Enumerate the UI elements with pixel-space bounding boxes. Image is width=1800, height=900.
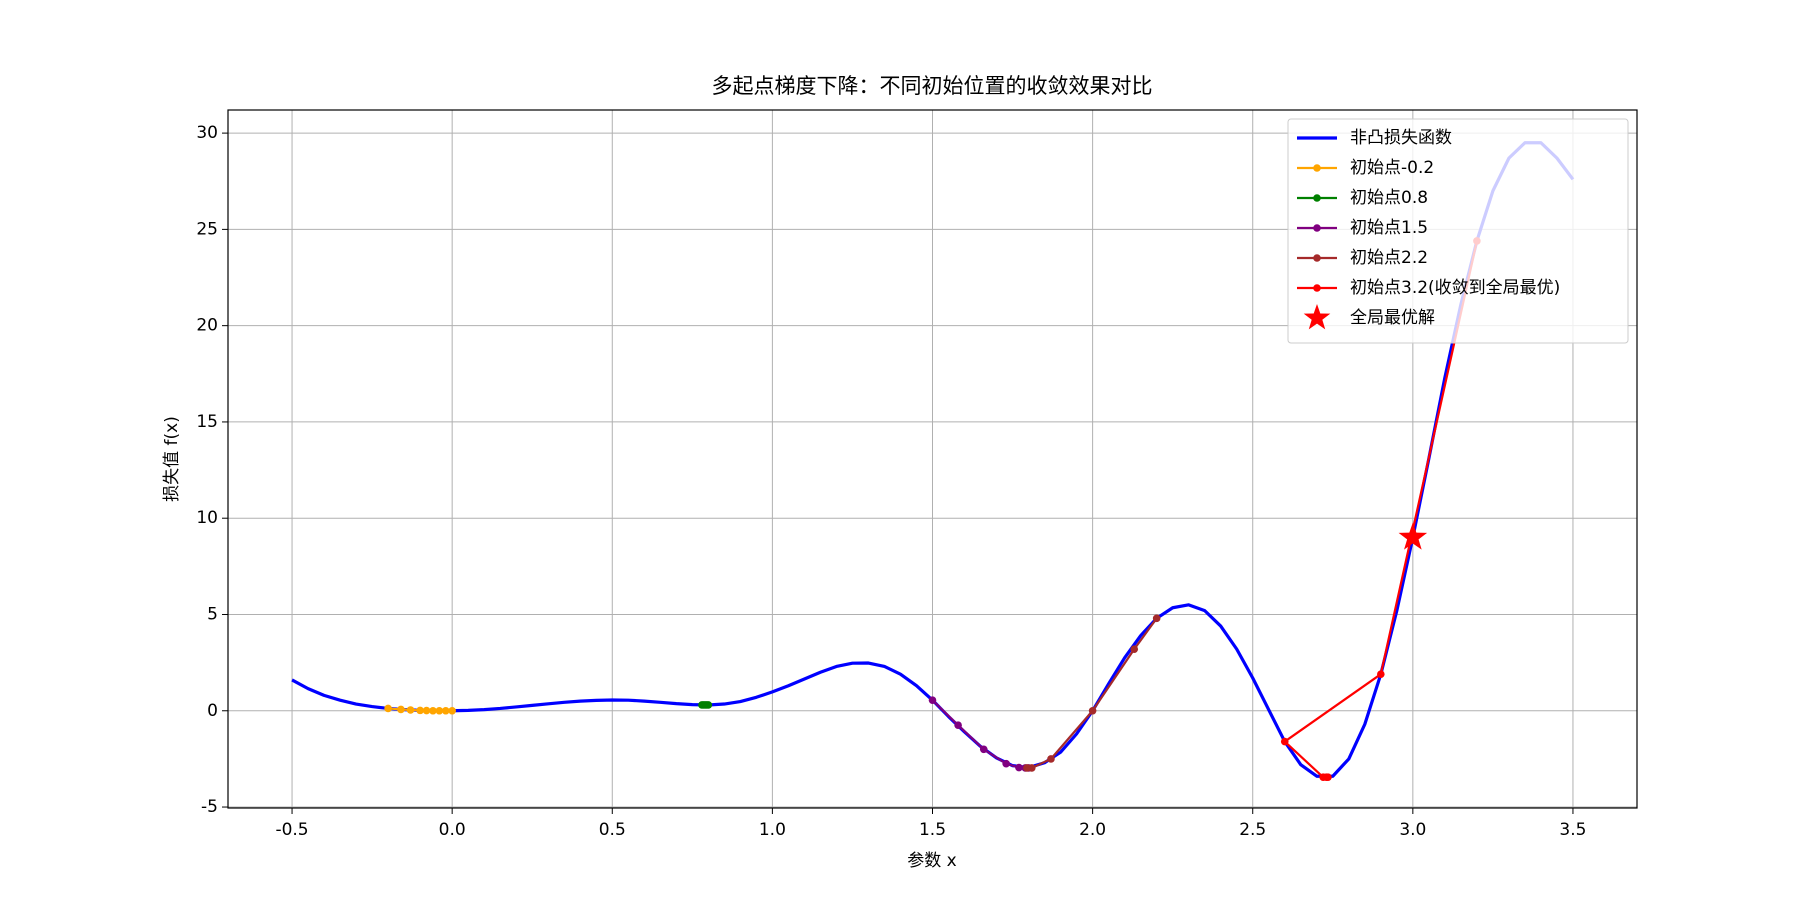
y-tick-label: 5	[207, 604, 218, 624]
y-tick-label: 0	[207, 701, 218, 721]
point-marker	[1023, 764, 1031, 772]
point-marker	[1015, 763, 1023, 772]
point-marker	[397, 705, 405, 714]
x-tick-label: 1.5	[919, 820, 946, 840]
plot-area	[291, 141, 1575, 781]
point-marker	[979, 745, 988, 754]
y-tick-label: 25	[196, 219, 218, 239]
point-marker	[384, 704, 392, 713]
legend-marker	[1313, 254, 1321, 262]
x-tick-label: 2.5	[1239, 820, 1266, 840]
legend-star	[1303, 304, 1331, 330]
axes-frame	[227, 109, 1638, 809]
point-marker	[1047, 755, 1055, 763]
point-marker	[441, 706, 450, 715]
point-marker	[1377, 670, 1385, 678]
y-tick-label: 30	[196, 123, 218, 143]
x-tick-label: 3.0	[1399, 820, 1426, 840]
point-marker	[698, 701, 706, 709]
y-tick-label: 15	[196, 412, 218, 432]
point-marker	[1152, 614, 1161, 623]
point-marker	[1002, 759, 1010, 768]
y-tick-label: 20	[196, 316, 218, 336]
x-tick-label: 3.5	[1559, 820, 1586, 840]
x-axis-label: 参数 x	[907, 851, 956, 871]
legend-marker	[1313, 164, 1321, 172]
legend-marker	[1313, 194, 1321, 202]
point-marker	[448, 706, 456, 715]
x-tick-label: 0.5	[599, 820, 626, 840]
star-marker	[1398, 522, 1428, 550]
point-marker	[1324, 773, 1332, 781]
legend-marker	[1313, 284, 1321, 292]
point-marker	[416, 706, 424, 715]
legend-label: 初始点0.8	[1350, 188, 1428, 208]
point-marker	[1088, 706, 1097, 715]
point-marker	[1280, 737, 1289, 746]
y-tick-label: 10	[196, 508, 218, 528]
legend-label: 初始点2.2	[1350, 248, 1428, 268]
point-marker	[1130, 645, 1139, 653]
legend-marker	[1313, 224, 1321, 232]
chart-title: 多起点梯度下降：不同初始位置的收敛效果对比	[712, 74, 1153, 98]
y-axis-label: 损失值 f(x)	[162, 416, 182, 502]
legend-label: 初始点1.5	[1350, 218, 1428, 238]
point-marker	[435, 706, 444, 715]
legend-label: 初始点3.2(收敛到全局最优)	[1350, 278, 1560, 298]
legend-label: 非凸损失函数	[1350, 128, 1452, 148]
legend-label: 全局最优解	[1350, 308, 1435, 328]
point-marker	[422, 706, 431, 715]
y-tick-label: -5	[201, 797, 218, 817]
x-tick-label: 1.0	[759, 820, 786, 840]
legend-label: 初始点-0.2	[1350, 158, 1434, 178]
point-marker	[429, 706, 437, 715]
point-marker	[954, 721, 962, 730]
point-marker	[406, 706, 415, 714]
point-marker	[928, 696, 937, 704]
x-tick-label: 0.0	[439, 820, 466, 840]
x-tick-label: 2.0	[1079, 820, 1106, 840]
legend-box	[1287, 118, 1629, 344]
x-tick-label: -0.5	[275, 820, 308, 840]
